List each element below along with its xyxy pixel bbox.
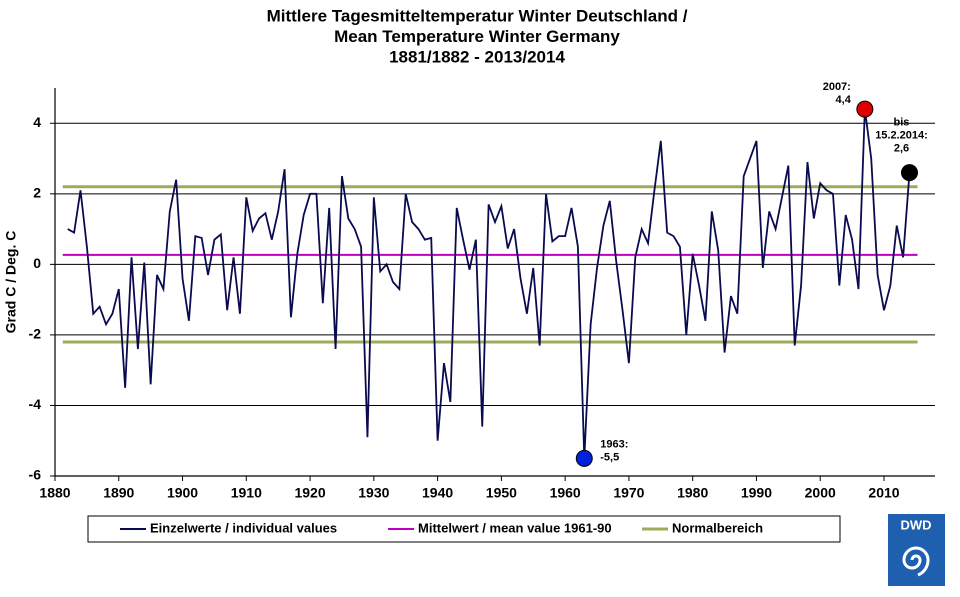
- logo-swirl: [902, 546, 930, 577]
- chart-title: Mean Temperature Winter Germany: [334, 27, 620, 46]
- x-tick-label: 2010: [868, 485, 899, 501]
- highlight-marker: [856, 100, 874, 118]
- highlight-marker: [900, 164, 918, 182]
- x-tick-label: 1990: [741, 485, 772, 501]
- annotation: 1963:: [600, 438, 628, 450]
- x-tick-label: 2000: [805, 485, 836, 501]
- legend-label: Normalbereich: [672, 520, 763, 535]
- x-tick-label: 1950: [486, 485, 517, 501]
- y-tick-label: 4: [33, 114, 41, 130]
- x-tick-label: 1940: [422, 485, 453, 501]
- x-tick-label: 1910: [231, 485, 262, 501]
- annotation: 2007:: [823, 81, 851, 93]
- logo-text: DWD: [900, 517, 931, 532]
- y-tick-label: 0: [33, 255, 41, 271]
- y-tick-label: 2: [33, 185, 41, 201]
- y-tick-label: -4: [29, 396, 42, 412]
- annotation: 4,4: [836, 94, 852, 106]
- legend-label: Mittelwert / mean value 1961-90: [418, 520, 612, 535]
- annotation: 15.2.2014:: [875, 130, 928, 142]
- x-tick-label: 1920: [294, 485, 325, 501]
- highlight-marker: [575, 449, 593, 467]
- y-axis-label: Grad C / Deg. C: [3, 231, 19, 334]
- annotation: -5,5: [600, 451, 619, 463]
- legend: [87, 515, 841, 543]
- y-tick-label: -6: [29, 467, 42, 483]
- x-tick-label: 1880: [39, 485, 70, 501]
- chart-title: 1881/1882 - 2013/2014: [389, 47, 565, 66]
- x-tick-label: 1970: [613, 485, 644, 501]
- logo-box: [888, 514, 945, 586]
- annotation: bis: [894, 117, 910, 129]
- chart-title: Mittlere Tagesmitteltemperatur Winter De…: [267, 6, 688, 25]
- x-tick-label: 1980: [677, 485, 708, 501]
- annotation: 2,6: [894, 143, 909, 155]
- x-tick-label: 1930: [358, 485, 389, 501]
- x-tick-label: 1960: [550, 485, 581, 501]
- x-tick-label: 1890: [103, 485, 134, 501]
- logo: DWD: [888, 514, 945, 586]
- x-tick-label: 1900: [167, 485, 198, 501]
- y-tick-label: -2: [29, 326, 42, 342]
- legend-label: Einzelwerte / individual values: [150, 520, 337, 535]
- data-line: [67, 109, 911, 459]
